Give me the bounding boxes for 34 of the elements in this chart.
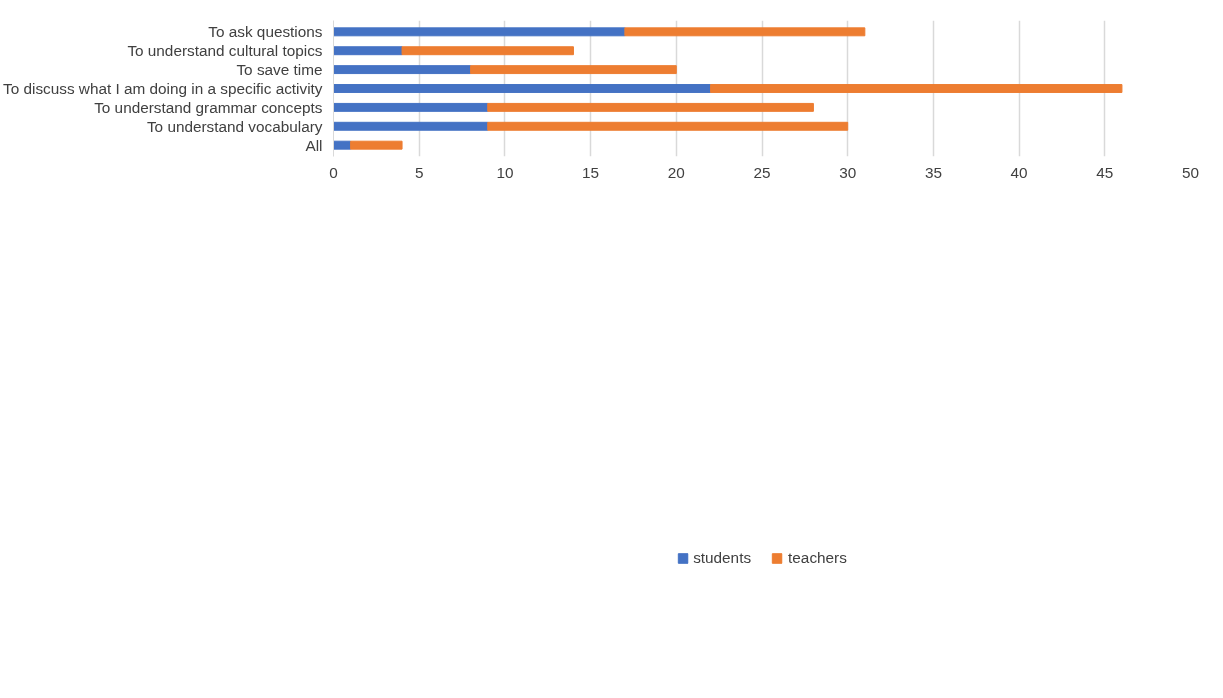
y-tick-label: All — [305, 136, 323, 154]
y-tick-label: To discuss what I am doing in a specific activity — [3, 80, 323, 97]
x-tick-label: 5 — [414, 163, 424, 181]
legend-label: students — [693, 549, 752, 567]
x-tick-label: 0 — [329, 163, 338, 181]
bar — [333, 102, 489, 112]
x-tick-label: 35 — [924, 163, 942, 181]
bar — [333, 140, 352, 150]
bar — [710, 84, 1123, 93]
bar — [333, 84, 712, 93]
y-tick-label: To understand grammar concepts — [94, 98, 323, 116]
x-tick-label: 30 — [839, 163, 857, 181]
bar — [333, 121, 489, 131]
bar — [624, 27, 866, 37]
x-tick-label: 15 — [582, 163, 600, 181]
x-tick-label: 40 — [1010, 163, 1028, 181]
bar — [333, 46, 403, 56]
bar — [350, 140, 403, 150]
legend-label: teachers — [788, 549, 847, 567]
x-tick-label: 20 — [667, 163, 685, 181]
bar — [401, 46, 574, 56]
x-tick-label: 50 — [1181, 163, 1200, 181]
bar — [487, 121, 849, 131]
bar — [470, 65, 677, 75]
y-tick-label: To understand vocabulary — [146, 117, 323, 135]
bar — [333, 27, 626, 37]
x-tick-label: 45 — [1096, 163, 1114, 181]
x-tick-label: 10 — [496, 163, 514, 181]
y-tick-label: To ask questions — [208, 23, 323, 41]
x-tick-label: 25 — [753, 163, 771, 181]
bar — [333, 65, 472, 75]
y-tick-label: To understand cultural topics — [127, 42, 323, 60]
bar — [487, 102, 814, 112]
y-tick-label: To save time — [236, 61, 323, 79]
